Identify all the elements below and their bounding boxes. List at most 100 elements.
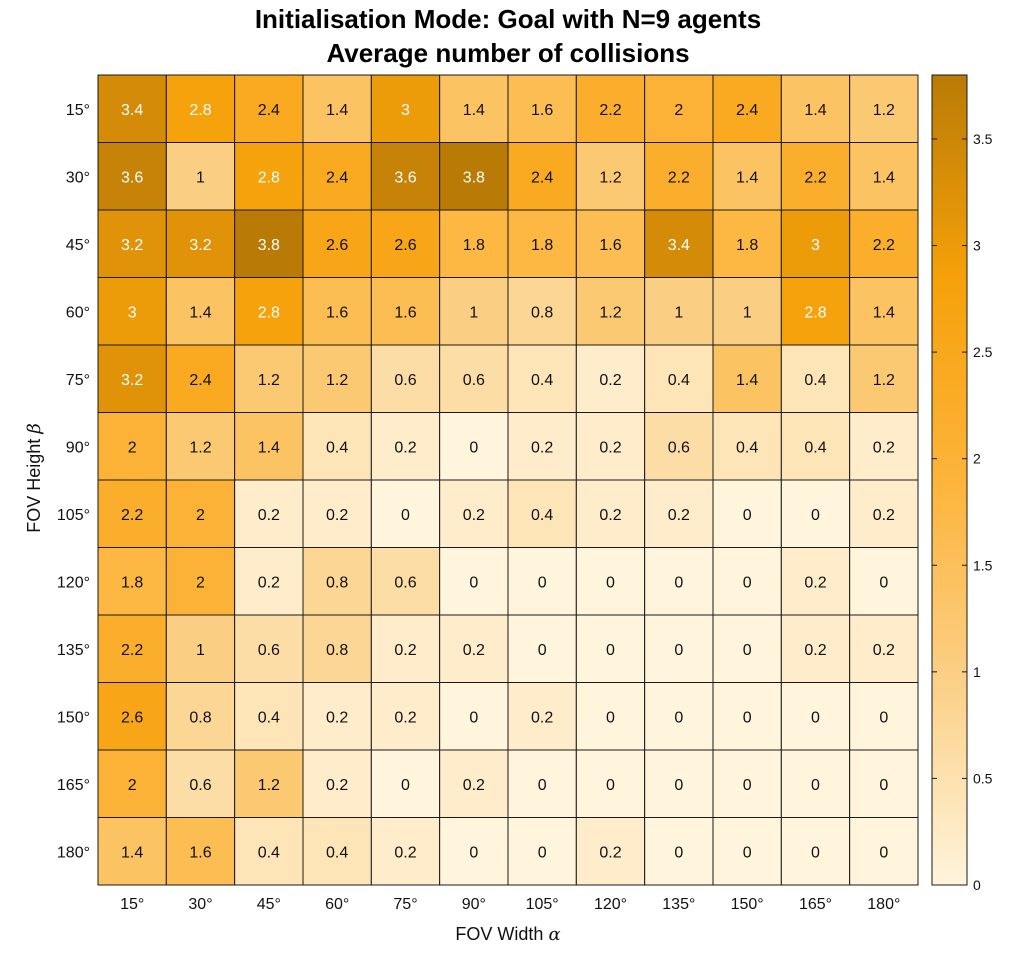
heatmap-cell: [575, 344, 646, 413]
heatmap-cell: [302, 277, 372, 346]
cell-value-label: 0: [743, 642, 752, 659]
heatmap-cell: [302, 547, 372, 616]
cell-value-label: 0: [538, 777, 547, 794]
heatmap-cell: [849, 749, 919, 818]
cell-value-label: 3.6: [394, 169, 416, 186]
cell-value-label: 0.2: [394, 709, 416, 726]
heatmap-cell: [370, 547, 441, 616]
cell-value-label: 2.8: [804, 304, 826, 321]
cell-value-label: 3.2: [121, 372, 143, 389]
cell-value-label: 1.4: [736, 372, 758, 389]
heatmap-cell: [575, 142, 646, 211]
cell-value-label: 0: [743, 574, 752, 591]
cell-value-label: 3: [401, 102, 410, 119]
cell-value-label: 3.8: [258, 237, 280, 254]
cell-value-label: 0: [606, 574, 615, 591]
chart-subtitle: Average number of collisions: [326, 38, 689, 68]
cell-value-label: 0: [674, 777, 683, 794]
heatmap-cell: [234, 614, 304, 683]
heatmap-cell: [712, 74, 782, 143]
cell-value-label: 1.4: [463, 102, 485, 119]
heatmap-cell: [165, 142, 236, 211]
cell-value-label: 0: [743, 507, 752, 524]
cell-value-label: 1.2: [873, 102, 895, 119]
cell-value-label: 0: [879, 777, 888, 794]
heatmap-cell: [439, 749, 509, 818]
heatmap-cell: [97, 74, 167, 143]
cell-value-label: 0.4: [258, 844, 280, 861]
x-tick-label: 30°: [188, 896, 212, 913]
cell-value-label: 1.2: [326, 372, 348, 389]
x-axis-ticks: 15° 30° 45° 60° 75° 90° 105° 120° 135° 150° 165° 18…: [120, 896, 900, 913]
heatmap-cell: [712, 142, 782, 211]
heatmap-cell: [712, 682, 782, 751]
heatmap-cell: [780, 749, 851, 818]
heatmap-cell: [644, 277, 714, 346]
cell-value-label: 1: [196, 169, 205, 186]
heatmap-cell: [712, 479, 782, 548]
heatmap-cell: [165, 749, 236, 818]
cell-value-label: 3.4: [668, 237, 690, 254]
heatmap-cell: [234, 277, 304, 346]
x-tick-label: 75°: [393, 896, 417, 913]
heatmap-cell: [507, 749, 577, 818]
heatmap-cell: [370, 209, 441, 278]
heatmap-cell: [302, 209, 372, 278]
heatmap-cell: [849, 682, 919, 751]
cell-value-label: 1.4: [873, 304, 895, 321]
cell-value-label: 0: [811, 709, 820, 726]
cell-value-label: 1.2: [258, 777, 280, 794]
heatmap-cell: [780, 614, 851, 683]
heatmap-cell: [97, 614, 167, 683]
heatmap-cell: [849, 412, 919, 481]
x-tick-label: 180°: [867, 896, 900, 913]
heatmap-cell: [575, 412, 646, 481]
colorbar-tick-label: 0: [973, 877, 981, 893]
cell-value-label: 3: [811, 237, 820, 254]
cell-value-label: 0.2: [599, 372, 621, 389]
cell-value-label: 0: [674, 709, 683, 726]
cell-value-label: 2.2: [668, 169, 690, 186]
heatmap-cell: [575, 749, 646, 818]
cell-value-label: 0: [879, 844, 888, 861]
x-tick-label: 90°: [462, 896, 486, 913]
cell-value-label: 0: [811, 777, 820, 794]
y-tick-label: 75°: [66, 372, 90, 389]
cell-value-label: 1.4: [736, 169, 758, 186]
heatmap-cell: [97, 547, 167, 616]
cell-value-label: 0.4: [668, 372, 690, 389]
heatmap-cell: [712, 412, 782, 481]
heatmap-cell: [165, 614, 236, 683]
colorbar: 0 0.5 1 1.5 2 2.5 3 3.5: [931, 74, 993, 893]
heatmap-cell: [575, 74, 646, 143]
heatmap-cell: [507, 277, 577, 346]
cell-value-label: 0.4: [531, 507, 553, 524]
cell-value-label: 0.2: [463, 777, 485, 794]
cell-value-label: 1.2: [258, 372, 280, 389]
cell-value-label: 1.6: [189, 844, 211, 861]
heatmap-cell: [165, 277, 236, 346]
cell-value-label: 0.4: [326, 439, 348, 456]
cell-value-label: 2.4: [326, 169, 348, 186]
heatmap-cell: [507, 209, 577, 278]
y-tick-label: 120°: [57, 574, 90, 591]
x-tick-label: 15°: [120, 896, 144, 913]
x-tick-label: 45°: [257, 896, 281, 913]
cell-value-label: 0: [879, 574, 888, 591]
cell-value-label: 0.8: [189, 709, 211, 726]
cell-value-label: 1.6: [326, 304, 348, 321]
cell-value-label: 0.2: [668, 507, 690, 524]
y-tick-label: 150°: [57, 709, 90, 726]
heatmap-cell: [780, 682, 851, 751]
y-tick-label: 60°: [66, 304, 90, 321]
y-tick-label: 45°: [66, 237, 90, 254]
heatmap-cell: [234, 344, 304, 413]
cell-value-label: 0: [879, 709, 888, 726]
heatmap-cell: [302, 682, 372, 751]
heatmap-cell: [97, 344, 167, 413]
cell-value-label: 0: [743, 777, 752, 794]
heatmap-cell: [780, 142, 851, 211]
cell-value-label: 0: [469, 709, 478, 726]
heatmap-cell: [439, 344, 509, 413]
cell-value-label: 2.8: [258, 169, 280, 186]
